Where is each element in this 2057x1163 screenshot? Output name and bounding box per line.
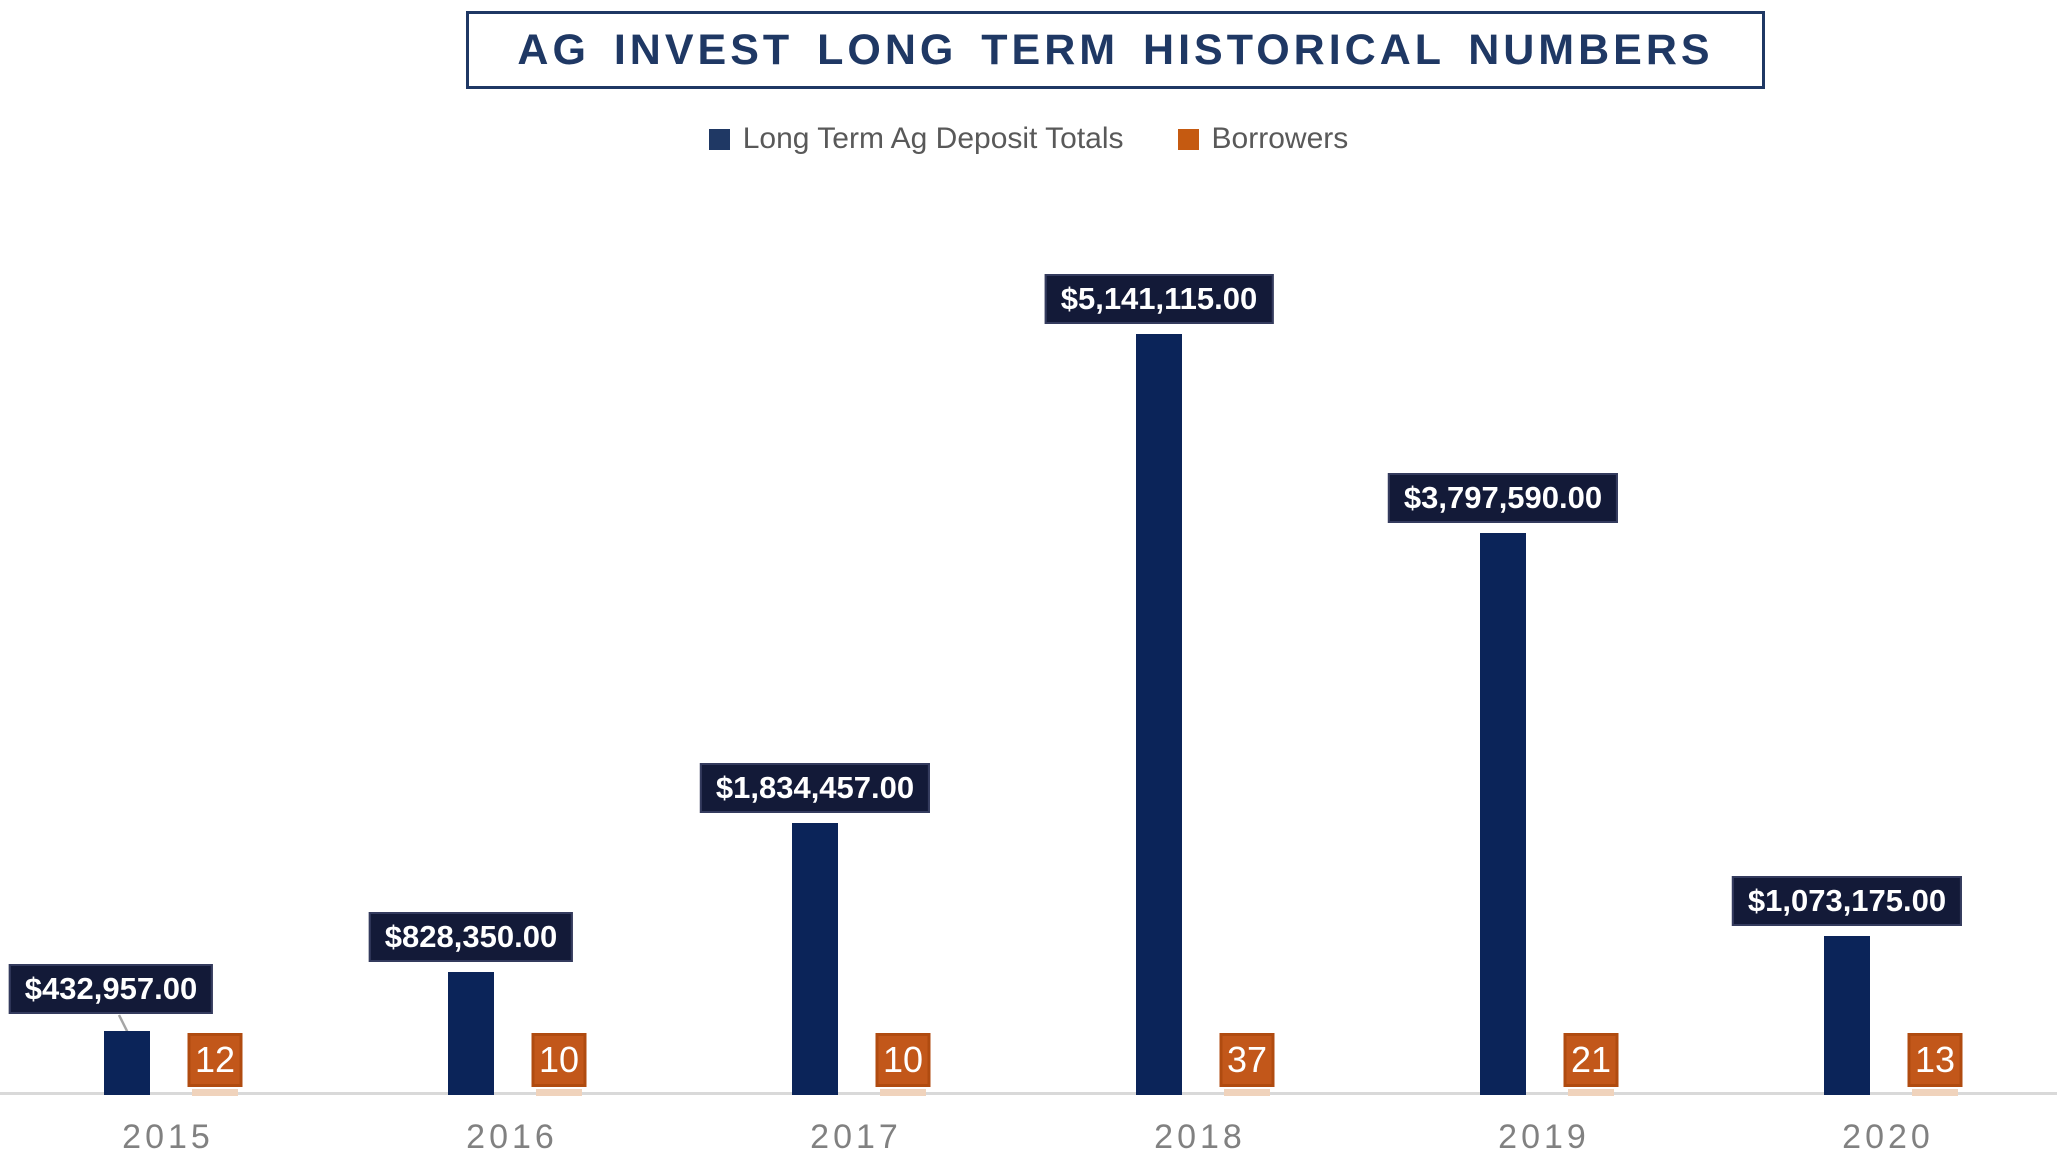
deposit-bar	[1136, 334, 1182, 1095]
deposit-bar	[792, 823, 838, 1095]
borrowers-count-label: 12	[187, 1033, 243, 1087]
deposit-bar	[1480, 533, 1526, 1095]
year-label: 2019	[1498, 1118, 1590, 1156]
deposit-value-label: $5,141,115.00	[1044, 274, 1274, 324]
chart-legend: Long Term Ag Deposit Totals Borrowers	[0, 116, 2057, 162]
year-label: 2017	[810, 1118, 902, 1156]
deposit-value-label: $3,797,590.00	[1387, 473, 1619, 523]
year-label: 2018	[1154, 1118, 1246, 1156]
deposit-bar	[1824, 936, 1870, 1095]
borrowers-count-label: 21	[1563, 1033, 1619, 1087]
deposit-bar	[448, 972, 494, 1095]
chart-title-box: AG INVEST LONG TERM HISTORICAL NUMBERS	[466, 11, 1765, 89]
borrowers-count-label: 37	[1219, 1033, 1275, 1087]
legend-item-deposits: Long Term Ag Deposit Totals	[708, 122, 1124, 156]
deposit-value-label: $432,957.00	[8, 964, 214, 1014]
year-label: 2016	[466, 1118, 558, 1156]
deposit-value-label: $1,073,175.00	[1731, 876, 1963, 926]
deposits-swatch-icon	[708, 128, 730, 150]
deposits-legend-label: Long Term Ag Deposit Totals	[742, 122, 1124, 155]
borrowers-legend-label: Borrowers	[1211, 122, 1349, 155]
borrowers-swatch-icon	[1177, 128, 1199, 150]
borrowers-count-label: 10	[531, 1033, 587, 1087]
borrowers-bar	[1568, 1089, 1614, 1096]
deposit-value-label: $1,834,457.00	[699, 763, 931, 813]
borrowers-count-label: 13	[1907, 1033, 1963, 1087]
legend-item-borrowers: Borrowers	[1177, 122, 1349, 156]
borrowers-bar	[1224, 1089, 1270, 1096]
borrowers-count-label: 10	[875, 1033, 931, 1087]
x-axis-line	[0, 1092, 2057, 1095]
borrowers-bar	[536, 1089, 582, 1096]
deposit-bar	[104, 1031, 150, 1095]
year-label: 2020	[1842, 1118, 1934, 1156]
chart-title: AG INVEST LONG TERM HISTORICAL NUMBERS	[517, 25, 1714, 74]
borrowers-bar	[880, 1089, 926, 1096]
year-label: 2015	[122, 1118, 214, 1156]
deposit-value-label: $828,350.00	[368, 912, 574, 962]
borrowers-bar	[192, 1089, 238, 1096]
borrowers-bar	[1912, 1089, 1958, 1096]
